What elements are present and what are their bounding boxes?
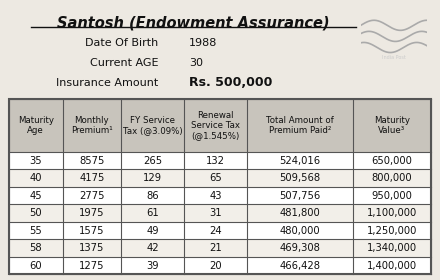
Text: 21: 21 xyxy=(209,243,222,253)
Text: Renewal
Service Tax
(@1.545%): Renewal Service Tax (@1.545%) xyxy=(191,111,240,141)
Bar xyxy=(9,99,431,274)
Text: 1375: 1375 xyxy=(79,243,105,253)
Text: 35: 35 xyxy=(29,156,42,166)
Text: 265: 265 xyxy=(143,156,162,166)
Text: 30: 30 xyxy=(189,58,203,68)
Text: Total Amount of
Premium Paid²: Total Amount of Premium Paid² xyxy=(266,116,334,135)
Text: 50: 50 xyxy=(29,208,42,218)
Text: Rs. 500,000: Rs. 500,000 xyxy=(189,76,272,89)
Text: 466,428: 466,428 xyxy=(279,261,320,271)
Text: 1575: 1575 xyxy=(79,226,105,236)
Text: 20: 20 xyxy=(209,261,222,271)
Bar xyxy=(9,239,431,257)
Text: Insurance Amount: Insurance Amount xyxy=(56,78,158,88)
Text: 1,400,000: 1,400,000 xyxy=(367,261,417,271)
Text: Maturity
Value³: Maturity Value³ xyxy=(374,116,410,135)
Text: 31: 31 xyxy=(209,208,222,218)
Bar xyxy=(9,204,431,222)
Text: 60: 60 xyxy=(29,261,42,271)
Text: 2775: 2775 xyxy=(79,191,105,201)
Text: 40: 40 xyxy=(29,173,42,183)
Text: FY Service
Tax (@3.09%): FY Service Tax (@3.09%) xyxy=(123,116,183,135)
Text: India Post: India Post xyxy=(382,55,406,60)
Text: 65: 65 xyxy=(209,173,222,183)
Bar xyxy=(9,99,431,274)
Text: 1,250,000: 1,250,000 xyxy=(367,226,417,236)
Text: 58: 58 xyxy=(29,243,42,253)
Text: 49: 49 xyxy=(146,226,159,236)
Text: 45: 45 xyxy=(29,191,42,201)
Text: 1988: 1988 xyxy=(189,38,217,48)
Text: 132: 132 xyxy=(206,156,225,166)
Text: 650,000: 650,000 xyxy=(371,156,412,166)
Bar xyxy=(9,187,431,204)
Text: Current AGE: Current AGE xyxy=(90,58,158,68)
Text: 1275: 1275 xyxy=(79,261,105,271)
Text: 1,340,000: 1,340,000 xyxy=(367,243,417,253)
Text: 61: 61 xyxy=(146,208,159,218)
Text: 39: 39 xyxy=(146,261,159,271)
Text: 507,756: 507,756 xyxy=(279,191,320,201)
Bar xyxy=(9,169,431,187)
Text: Santosh (Endowment Assurance): Santosh (Endowment Assurance) xyxy=(57,15,330,31)
Text: 1975: 1975 xyxy=(79,208,105,218)
Text: 129: 129 xyxy=(143,173,162,183)
Text: 24: 24 xyxy=(209,226,222,236)
Bar xyxy=(9,152,431,169)
Text: 8575: 8575 xyxy=(79,156,105,166)
Text: 481,800: 481,800 xyxy=(279,208,320,218)
Text: Date Of Birth: Date Of Birth xyxy=(85,38,158,48)
Bar xyxy=(9,99,431,152)
Bar xyxy=(9,222,431,239)
Text: 42: 42 xyxy=(146,243,159,253)
Text: Monthly
Premium¹: Monthly Premium¹ xyxy=(71,116,113,135)
Text: 480,000: 480,000 xyxy=(279,226,320,236)
Text: 1,100,000: 1,100,000 xyxy=(367,208,417,218)
Text: 509,568: 509,568 xyxy=(279,173,320,183)
Text: Maturity
Age: Maturity Age xyxy=(18,116,54,135)
Text: 800,000: 800,000 xyxy=(371,173,412,183)
Text: 43: 43 xyxy=(209,191,222,201)
Text: 86: 86 xyxy=(146,191,159,201)
Text: 4175: 4175 xyxy=(79,173,105,183)
Text: 55: 55 xyxy=(29,226,42,236)
Text: 524,016: 524,016 xyxy=(279,156,320,166)
Text: 469,308: 469,308 xyxy=(279,243,320,253)
Bar xyxy=(9,257,431,274)
Text: 950,000: 950,000 xyxy=(371,191,412,201)
